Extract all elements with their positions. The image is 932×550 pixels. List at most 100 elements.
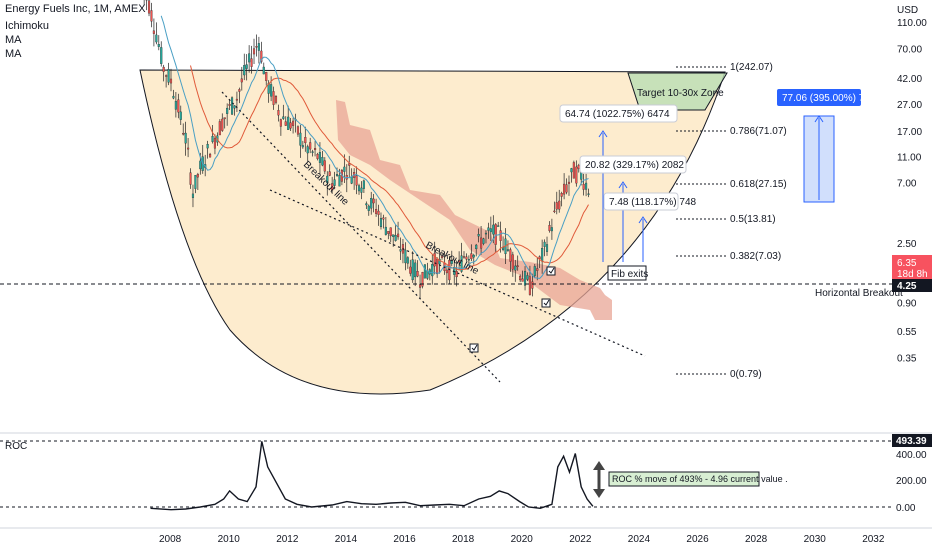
candle-body [392,234,395,237]
candle-body [365,203,368,206]
roc-tick-0: 0.00 [896,503,916,514]
candle-body [499,230,502,241]
candle-body [362,180,365,189]
fib-level-05: 0.5(13.81) [730,214,776,225]
candle-body [416,271,419,277]
candle-body [226,107,229,114]
time-tick: 2026 [686,534,709,545]
candle-body [265,72,268,81]
candle-body [196,174,199,178]
candle-body [418,284,422,288]
candle-body [372,198,375,204]
candle-body [191,193,195,198]
fib-exits-label: Fib exits [611,269,648,280]
candle-body [240,78,243,83]
candle-body [477,234,480,237]
price-tick: 0.55 [897,327,917,338]
move-label-2: 20.82 (329.17%) 2082 [585,160,684,171]
candle-body [384,226,387,235]
candle-body [541,248,544,262]
candle-body [194,175,197,189]
time-tick: 2012 [276,534,299,545]
candle-body [470,253,473,260]
breakout-line-upper [221,91,501,383]
time-tick: 2018 [452,534,475,545]
candle-body [152,30,155,34]
candle-body [160,47,163,64]
candle-body [147,0,151,14]
candle-body [482,238,485,244]
candle-body [421,272,424,287]
projection-label: 77.06 (395.00%) 7706 [782,93,881,104]
candle-body [379,218,383,228]
candle-body [480,237,483,249]
legend-indicator-ichimoku: Ichimoku [5,20,50,32]
candle-body [348,163,351,166]
candle-body [367,205,370,211]
candle-body [306,146,309,154]
candle-body [184,132,187,144]
candle-body [528,276,531,295]
fib-level-0618: 0.618(27.15) [730,179,787,190]
time-tick: 2014 [335,534,358,545]
candle-body [167,69,170,83]
target-zone-label: Target 10-30x Zone [637,88,724,99]
candle-body [272,91,275,105]
fib-level-0382: 0.382(7.03) [730,251,781,262]
candle-body [433,253,436,267]
time-tick: 2030 [804,534,827,545]
candle-body [397,233,400,238]
price-tick: 11.00 [897,152,922,163]
candle-body [155,34,158,43]
bar-countdown: 18d 8h [897,269,928,280]
candle-body [230,97,234,115]
candle-body [394,235,397,241]
legend-indicator-ma-2: MA [5,48,22,60]
candle-body [355,175,358,186]
candle-body [565,184,568,193]
ichimoku-cloud [336,100,612,320]
candle-body [335,174,339,176]
fib-level-1: 1(242.07) [730,62,773,73]
candle-body [560,193,563,197]
candle-body [387,231,390,234]
candle-body [243,65,246,76]
horizontal-price-box [892,279,932,292]
price-tick: 17.00 [897,127,922,138]
candle-body [235,98,238,101]
candle-body [338,175,341,187]
roc-note-box [608,471,760,487]
candle-body [179,111,182,120]
candle-body [260,50,263,62]
candle-body [531,281,534,289]
price-axis-currency: USD [897,5,918,16]
roc-current-box [892,434,932,447]
candle-body [567,181,571,184]
candle-body [487,227,490,231]
candle-body [467,259,470,261]
candle-body [189,172,192,185]
candle-body [511,254,514,270]
candle-body [492,224,495,235]
candle-body [323,160,326,172]
candle-body [206,144,209,149]
roc-double-arrow-icon [593,461,605,498]
candle-body [333,179,336,186]
candle-body [472,254,475,258]
candle-body [277,110,280,116]
projection-label-box [777,89,861,106]
candle-body [580,172,583,180]
candle-body [575,166,578,184]
candle-body [228,104,231,106]
roc-series-line [150,441,594,511]
candle-body [287,116,290,130]
candle-body [165,75,168,77]
candle-body [182,133,185,135]
candle-body [455,271,458,278]
candle-body [296,126,300,135]
candle-body [252,48,256,55]
time-tick: 2020 [511,534,534,545]
candle-body [187,147,190,150]
candle-body [169,78,173,84]
candle-body [311,151,314,153]
